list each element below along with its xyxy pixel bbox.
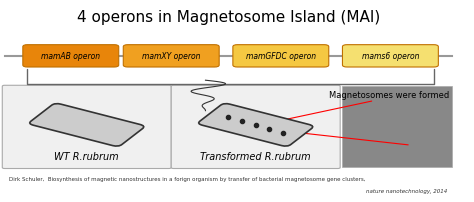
FancyBboxPatch shape <box>123 45 219 68</box>
FancyBboxPatch shape <box>30 104 144 146</box>
FancyBboxPatch shape <box>2 86 171 169</box>
Text: nature nanotechnology, 2014: nature nanotechnology, 2014 <box>366 188 447 193</box>
Bar <box>342 87 452 168</box>
Text: mams6 operon: mams6 operon <box>362 52 419 61</box>
FancyBboxPatch shape <box>171 86 340 169</box>
Text: 4 operons in Magnetosome Island (MAI): 4 operons in Magnetosome Island (MAI) <box>77 10 380 25</box>
Text: Dirk Schuler,  Biosynthesis of magnetic nanostructures in a forign organism by t: Dirk Schuler, Biosynthesis of magnetic n… <box>9 176 365 181</box>
FancyBboxPatch shape <box>23 45 118 68</box>
FancyBboxPatch shape <box>199 104 313 146</box>
Text: mamAB operon: mamAB operon <box>41 52 100 61</box>
Text: Magnetosomes were formed: Magnetosomes were formed <box>329 90 449 99</box>
Text: WT R.rubrum: WT R.rubrum <box>55 152 119 162</box>
Text: mamXY operon: mamXY operon <box>142 52 201 61</box>
FancyBboxPatch shape <box>342 45 438 68</box>
Text: Transformed R.rubrum: Transformed R.rubrum <box>201 152 311 162</box>
Text: mamGFDC operon: mamGFDC operon <box>246 52 316 61</box>
FancyBboxPatch shape <box>233 45 329 68</box>
